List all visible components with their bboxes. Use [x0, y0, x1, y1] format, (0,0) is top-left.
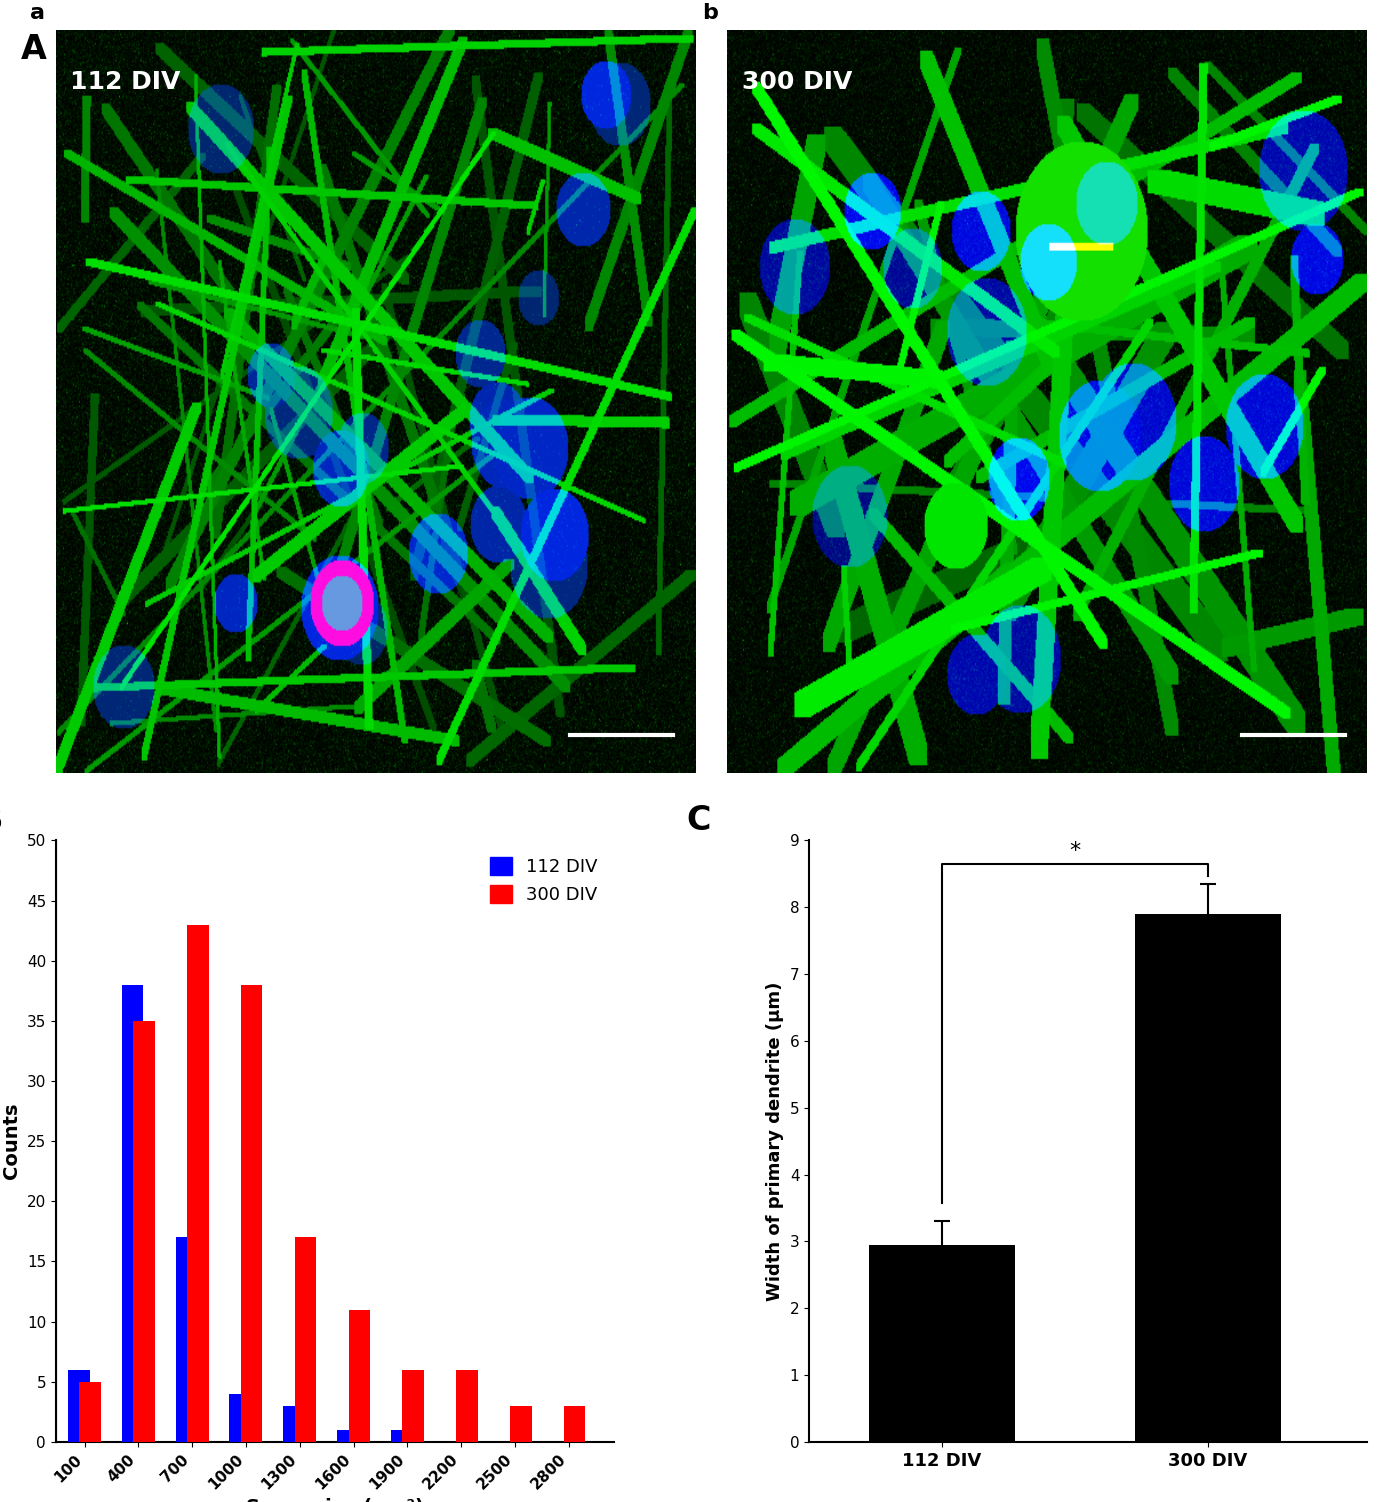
Bar — [294, 1238, 317, 1442]
Bar — [780, 1418, 801, 1442]
Text: B: B — [0, 804, 3, 837]
Bar — [725, 1406, 746, 1442]
Bar — [241, 985, 262, 1442]
Bar — [134, 1021, 155, 1442]
Text: A: A — [21, 33, 47, 66]
Bar — [456, 1370, 478, 1442]
Bar — [176, 1238, 197, 1442]
Bar — [80, 1382, 100, 1442]
Bar — [995, 1430, 1016, 1442]
Bar — [869, 1245, 1016, 1442]
Bar — [391, 1430, 413, 1442]
Text: a: a — [31, 3, 45, 23]
Bar — [349, 1310, 370, 1442]
Bar — [283, 1406, 306, 1442]
Legend: 112 DIV, 300 DIV: 112 DIV, 300 DIV — [483, 850, 605, 912]
Bar — [887, 1418, 908, 1442]
Bar — [511, 1406, 531, 1442]
Bar — [618, 1418, 639, 1442]
Y-axis label: Width of primary dendrite (μm): Width of primary dendrite (μm) — [766, 981, 784, 1301]
Y-axis label: Counts: Counts — [3, 1102, 21, 1179]
Bar — [121, 985, 144, 1442]
Bar — [1134, 913, 1281, 1442]
Bar — [230, 1394, 251, 1442]
Bar — [671, 1430, 693, 1442]
Text: *: * — [1069, 841, 1081, 861]
Text: 300 DIV: 300 DIV — [742, 69, 852, 93]
X-axis label: Soma size (μm²): Soma size (μm²) — [246, 1497, 424, 1502]
Bar — [338, 1430, 359, 1442]
Text: C: C — [686, 804, 711, 837]
Bar — [402, 1370, 424, 1442]
Text: b: b — [702, 3, 718, 23]
Bar — [564, 1406, 586, 1442]
Text: 112 DIV: 112 DIV — [70, 69, 180, 93]
Bar — [68, 1370, 89, 1442]
Bar — [187, 925, 209, 1442]
